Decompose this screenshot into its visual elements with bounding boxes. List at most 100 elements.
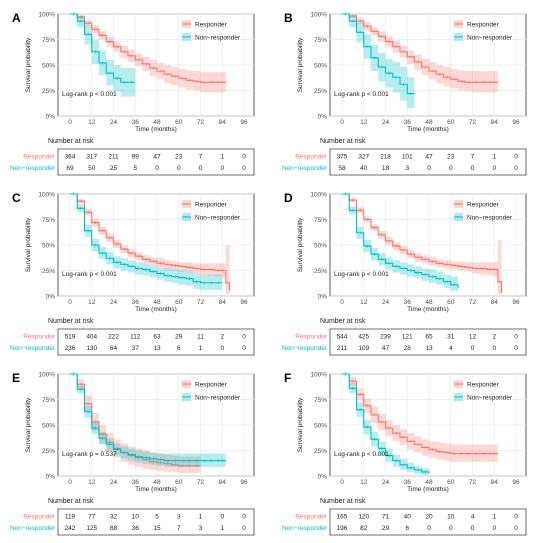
risk-cell-responder: 5 bbox=[155, 514, 159, 521]
x-tick-label: 12 bbox=[88, 479, 96, 486]
gridlines bbox=[330, 13, 526, 117]
risk-cell-non-responder: 109 bbox=[358, 345, 369, 352]
y-tick-label: 50% bbox=[42, 63, 55, 70]
risk-cell-responder: 2 bbox=[220, 334, 224, 341]
risk-row-label-non-responder: Non−responder bbox=[10, 345, 56, 352]
risk-cell-responder: 0 bbox=[242, 514, 246, 521]
x-tick-label: 84 bbox=[491, 299, 499, 306]
risk-row-label-responder: Responder bbox=[295, 514, 328, 521]
risk-table-title: Number at risk bbox=[48, 138, 94, 145]
risk-cell-non-responder: 25 bbox=[110, 165, 118, 172]
y-tick-label: 50% bbox=[314, 423, 327, 430]
x-tick-label: 48 bbox=[425, 119, 433, 126]
x-tick-label: 24 bbox=[110, 119, 118, 126]
risk-cell-responder: 519 bbox=[65, 334, 76, 341]
risk-cell-non-responder: 1 bbox=[199, 345, 203, 352]
risk-cell-non-responder: 0 bbox=[242, 345, 246, 352]
risk-cell-responder: 20 bbox=[425, 514, 433, 521]
x-tick-label: 24 bbox=[382, 299, 390, 306]
risk-cell-non-responder: 15 bbox=[153, 525, 161, 532]
risk-cell-non-responder: 0 bbox=[492, 345, 496, 352]
risk-cell-responder: 544 bbox=[337, 334, 348, 341]
risk-cell-responder: 0 bbox=[242, 334, 246, 341]
y-tick-label: 25% bbox=[314, 448, 327, 455]
risk-cell-responder: 77 bbox=[88, 514, 96, 521]
x-tick-label: 72 bbox=[197, 119, 205, 126]
series-responder bbox=[70, 12, 226, 93]
risk-cell-non-responder: 0 bbox=[471, 525, 475, 532]
x-tick-label: 96 bbox=[512, 479, 520, 486]
survival-curve bbox=[70, 373, 226, 462]
risk-cell-non-responder: 125 bbox=[86, 525, 97, 532]
risk-row-label-responder: Responder bbox=[295, 154, 328, 161]
risk-cell-responder: 101 bbox=[402, 154, 413, 161]
series-responder bbox=[342, 12, 498, 93]
risk-cell-non-responder: 0 bbox=[177, 165, 181, 172]
y-tick-label: 75% bbox=[314, 217, 327, 224]
risk-table: Number at risk Responder Non−responder 544 4… bbox=[282, 318, 527, 356]
risk-cell-non-responder: 68 bbox=[110, 525, 118, 532]
risk-cell-responder: 0 bbox=[242, 154, 246, 161]
risk-cell-responder: 425 bbox=[358, 334, 369, 341]
gridlines bbox=[58, 193, 254, 297]
y-axis-title: Survival probability bbox=[297, 217, 304, 272]
x-tick-label: 48 bbox=[425, 299, 433, 306]
x-axis-title: Time (months) bbox=[135, 486, 177, 493]
risk-cell-non-responder: 37 bbox=[132, 345, 140, 352]
x-tick-label: 72 bbox=[469, 299, 477, 306]
risk-cell-responder: 239 bbox=[380, 334, 391, 341]
risk-cell-non-responder: 0 bbox=[449, 165, 453, 172]
risk-cell-non-responder: 130 bbox=[86, 345, 97, 352]
risk-cell-responder: 47 bbox=[425, 154, 433, 161]
x-tick-label: 48 bbox=[153, 119, 161, 126]
risk-cell-responder: 0 bbox=[514, 154, 518, 161]
risk-cell-non-responder: 0 bbox=[471, 165, 475, 172]
risk-cell-non-responder: 18 bbox=[382, 165, 390, 172]
panel-letter: C bbox=[12, 191, 21, 205]
x-tick-label: 96 bbox=[240, 119, 248, 126]
y-tick-label: 75% bbox=[314, 397, 327, 404]
risk-cell-non-responder: 50 bbox=[88, 165, 96, 172]
risk-cell-responder: 3 bbox=[177, 514, 181, 521]
x-tick-label: 36 bbox=[132, 119, 140, 126]
risk-table: Number at risk Responder Non−responder 375 3… bbox=[282, 138, 527, 176]
logrank-annotation: Log-rank p < 0.001 bbox=[334, 91, 389, 98]
risk-cell-non-responder: 236 bbox=[65, 345, 76, 352]
risk-cell-non-responder: 4 bbox=[449, 345, 453, 352]
x-tick-label: 12 bbox=[360, 479, 368, 486]
y-tick-label: 100% bbox=[38, 12, 55, 19]
risk-cell-non-responder: 6 bbox=[405, 525, 409, 532]
risk-cell-responder: 1 bbox=[199, 514, 203, 521]
risk-table-title: Number at risk bbox=[48, 318, 94, 325]
legend-responder: Responder bbox=[467, 22, 500, 29]
legend-non-responder: Non−responder bbox=[195, 215, 241, 222]
legend: Responder Non−responder bbox=[182, 20, 241, 42]
logrank-annotation: Log-rank p < 0.001 bbox=[334, 451, 389, 458]
y-axis-title: Survival probability bbox=[25, 397, 32, 452]
y-tick-label: 0% bbox=[46, 114, 56, 121]
x-tick-label: 36 bbox=[404, 479, 412, 486]
risk-cell-responder: 40 bbox=[404, 514, 412, 521]
risk-cell-responder: 7 bbox=[471, 154, 475, 161]
logrank-annotation: Log-rank p < 0.001 bbox=[62, 271, 117, 278]
panel-letter: F bbox=[284, 371, 291, 385]
series-non-responder bbox=[342, 372, 430, 475]
legend: Responder Non−responder bbox=[454, 20, 513, 42]
risk-cell-responder: 7 bbox=[199, 154, 203, 161]
risk-cell-responder: 317 bbox=[86, 154, 97, 161]
risk-cell-non-responder: 196 bbox=[337, 525, 348, 532]
y-tick-label: 0% bbox=[318, 474, 328, 481]
legend-non-responder: Non−responder bbox=[467, 35, 513, 42]
confidence-band bbox=[342, 194, 502, 295]
series-non-responder bbox=[342, 12, 415, 108]
risk-cell-non-responder: 69 bbox=[66, 165, 74, 172]
risk-cell-responder: 1 bbox=[492, 514, 496, 521]
y-tick-label: 0% bbox=[46, 474, 56, 481]
risk-cell-responder: 2 bbox=[492, 334, 496, 341]
y-tick-label: 100% bbox=[310, 12, 327, 19]
risk-cell-non-responder: 242 bbox=[65, 525, 76, 532]
risk-cell-non-responder: 28 bbox=[404, 345, 412, 352]
risk-cell-responder: 404 bbox=[86, 334, 97, 341]
risk-cell-responder: 112 bbox=[130, 334, 141, 341]
